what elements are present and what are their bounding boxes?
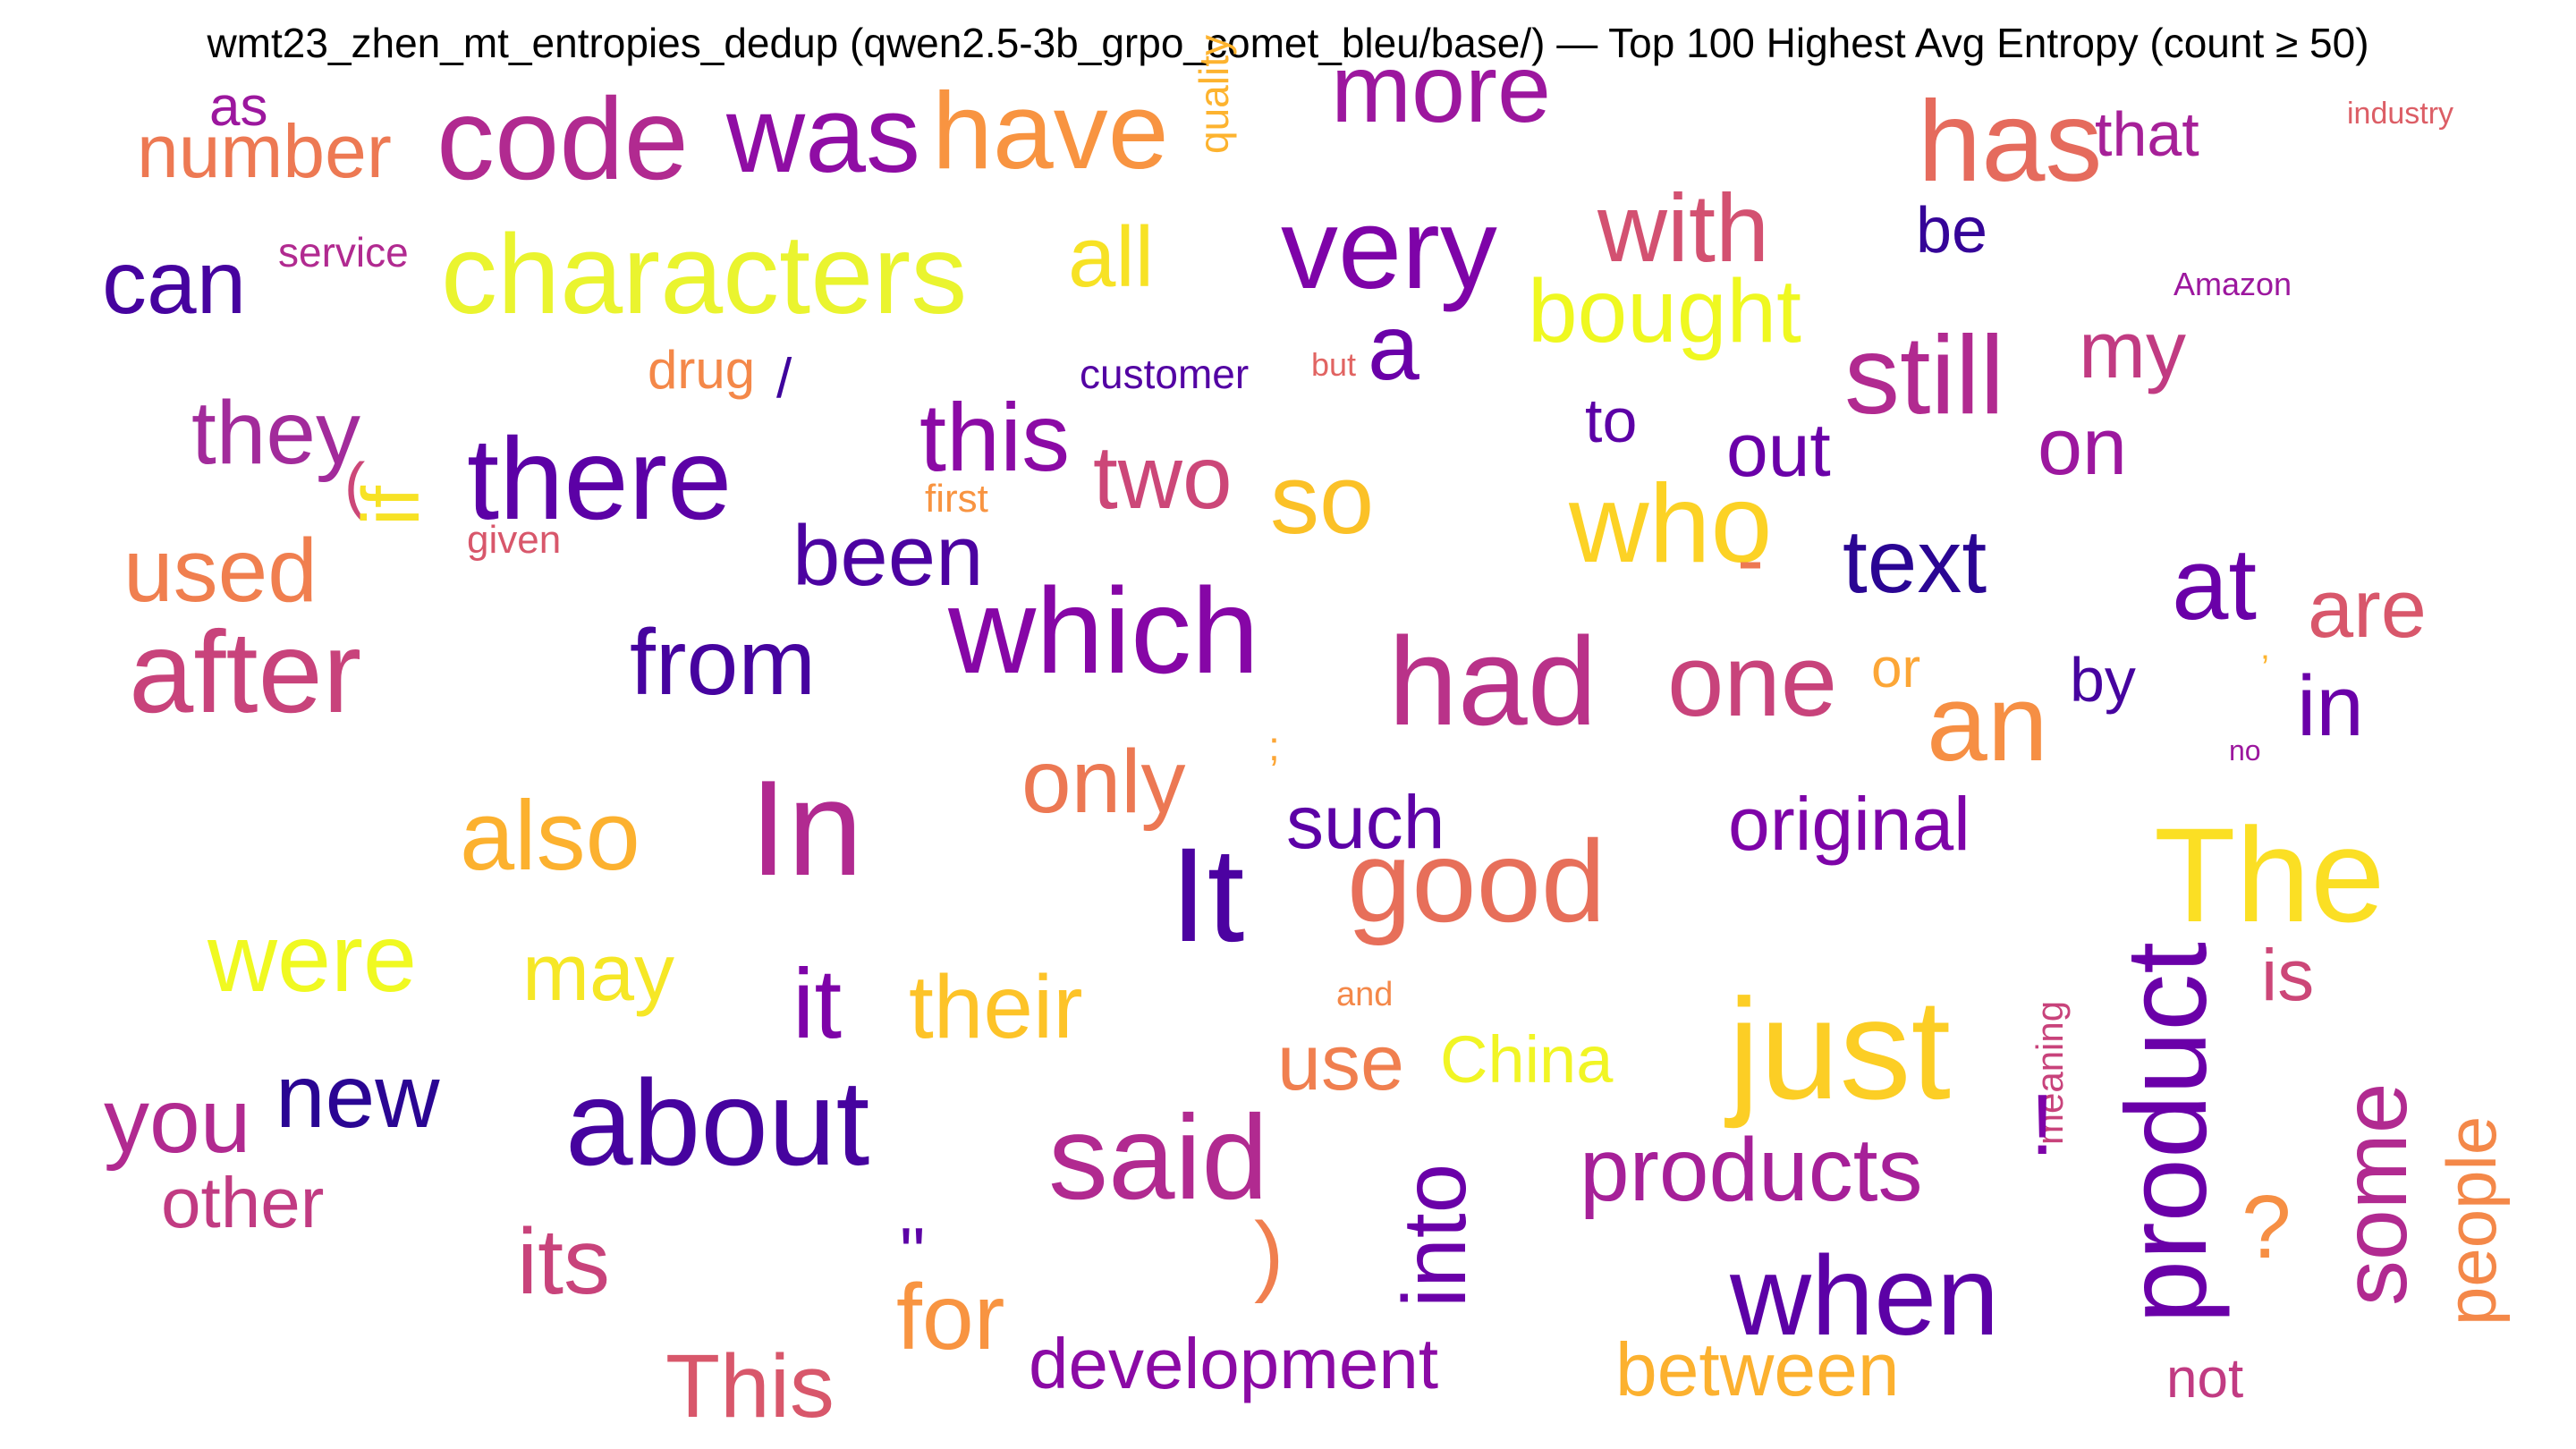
word-82: people [2432, 1116, 2511, 1326]
word-54: an [1927, 662, 2048, 784]
word-14: be [1916, 195, 1987, 267]
word-15: can [102, 233, 246, 333]
word-80: ! [2030, 1077, 2055, 1173]
word-39: - [1737, 515, 1764, 605]
word-40: text [1843, 512, 1987, 612]
word-61: It [1170, 819, 1244, 970]
word-7: has [1918, 78, 2102, 206]
word-35: to [1585, 386, 1637, 455]
word-75: China [1440, 1022, 1614, 1097]
word-3: was [725, 73, 920, 195]
word-91: when [1729, 1233, 1999, 1359]
word-52: ’ [2261, 648, 2269, 688]
word-79: said [1048, 1091, 1268, 1224]
word-29: there [467, 413, 732, 544]
word-71: is [2261, 935, 2314, 1016]
word-51: by [2070, 645, 2136, 715]
word-5: quality [1191, 35, 1237, 154]
word-93: between [1615, 1327, 1900, 1411]
word-60: such [1286, 780, 1445, 864]
word-68: their [909, 957, 1083, 1057]
word-2: code [436, 73, 689, 204]
word-62: good [1347, 816, 1606, 946]
word-64: The [2154, 800, 2385, 950]
word-84: into [1385, 1164, 1485, 1308]
word-32: two [1093, 428, 1233, 528]
word-25: my [2079, 306, 2186, 395]
word-27: ( [344, 450, 365, 520]
word-87: ) [1254, 1204, 1284, 1304]
word-0: as [209, 76, 267, 138]
word-21: customer [1080, 351, 1249, 397]
word-24: still [1844, 314, 2004, 437]
word-33: first [925, 477, 988, 521]
word-19: drug [648, 340, 755, 400]
word-90: for [896, 1266, 1004, 1369]
word-49: one [1667, 624, 1837, 738]
word-53: in [2297, 658, 2364, 754]
word-95: This [665, 1336, 835, 1436]
word-83: other [161, 1163, 324, 1242]
word-41: used [123, 521, 318, 621]
word-22: but [1311, 346, 1356, 383]
word-78: about [565, 1055, 869, 1191]
word-31: this [919, 383, 1070, 491]
word-86: its [517, 1210, 610, 1314]
word-55: no [2229, 734, 2261, 767]
word-48: had [1388, 611, 1597, 751]
word-30: given [467, 518, 561, 562]
word-57: only [1021, 732, 1185, 832]
word-10: characters [441, 211, 967, 337]
word-81: some [2324, 1083, 2426, 1306]
word-70: just [1724, 969, 1951, 1129]
word-69: and [1336, 976, 1393, 1013]
word-34: so [1270, 445, 1374, 555]
word-8: that [2095, 99, 2199, 169]
word-94: not [2166, 1348, 2243, 1410]
word-72: meaning [2029, 1001, 2071, 1145]
word-6: more [1331, 34, 1551, 142]
word-12: very [1281, 185, 1497, 313]
word-28: if [347, 485, 436, 526]
word-26: they [191, 383, 360, 483]
word-38: who [1568, 462, 1772, 586]
word-73: product [2103, 942, 2231, 1324]
word-66: may [522, 928, 674, 1018]
word-63: original [1728, 782, 1970, 866]
word-16: service [278, 229, 409, 275]
word-18: Amazon [2174, 266, 2292, 302]
word-46: from [630, 611, 816, 715]
word-45: after [129, 606, 361, 737]
word-88: " [900, 1213, 925, 1292]
chart-title: wmt23_zhen_mt_entropies_dedup (qwen2.5-3… [206, 20, 2368, 66]
word-58: In [750, 752, 863, 904]
word-89: ? [2241, 1177, 2292, 1277]
word-20: / [776, 348, 792, 410]
word-59: also [460, 781, 640, 891]
word-11: all [1068, 209, 1154, 305]
word-9: industry [2347, 97, 2453, 131]
word-56: ; [1268, 723, 1280, 769]
word-92: development [1029, 1324, 1438, 1403]
word-43: at [2172, 528, 2257, 641]
word-67: it [792, 949, 842, 1059]
word-50: or [1871, 638, 1920, 699]
word-44: are [2308, 564, 2427, 655]
word-77: new [275, 1046, 440, 1147]
word-37: on [2038, 402, 2127, 492]
word-85: products [1580, 1120, 1923, 1220]
word-47: which [947, 563, 1259, 699]
word-76: you [104, 1070, 250, 1172]
word-13: with [1597, 174, 1769, 282]
word-4: have [932, 70, 1169, 191]
word-23: a [1368, 296, 1419, 400]
word-1: number [137, 109, 392, 193]
word-74: use [1277, 1018, 1404, 1106]
word-36: out [1726, 408, 1831, 492]
word-42: been [792, 508, 984, 604]
word-17: bought [1528, 261, 1801, 361]
word-65: were [207, 903, 417, 1012]
